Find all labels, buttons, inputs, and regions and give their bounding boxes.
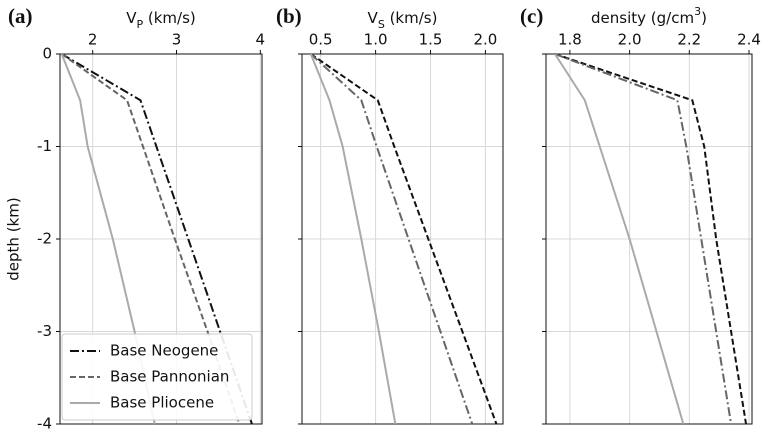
- profile-line: [554, 53, 748, 425]
- x-tick-label: 1.0: [364, 31, 388, 49]
- y-tick-label: -4: [37, 415, 52, 433]
- x-axis-label-part: (km/s): [143, 9, 196, 27]
- profile-line: [61, 53, 241, 425]
- x-axis-label: VP (km/s): [126, 9, 196, 31]
- y-tick-label: -1: [37, 137, 52, 155]
- x-axis-label: VS (km/s): [368, 9, 438, 31]
- panel: 1.8 2.0 2.2 2.4 density (g/cm3) (c): [520, 4, 761, 425]
- x-tick-label: 2.2: [677, 31, 701, 49]
- x-axis-label-part: V: [126, 9, 137, 27]
- x-tick-label: 2.4: [737, 31, 761, 49]
- panel-label: (a): [8, 4, 33, 28]
- profile-line: [554, 53, 685, 425]
- panel: 2 3 4 0 -1 -2 -3 -4 VP (km/s) depth (km) (a) Base N…: [5, 4, 266, 433]
- legend-label: Base Neogene: [110, 342, 218, 360]
- plot-frame: [301, 53, 504, 425]
- panel: 0.5 1.0 1.5 2.0 VS (km/s) (b): [276, 4, 504, 425]
- y-tick-label: -2: [37, 230, 52, 248]
- x-tick-label: 2.0: [473, 31, 497, 49]
- profile-line: [310, 53, 474, 425]
- plot-frame: [545, 53, 753, 425]
- x-axis-label-part: V: [368, 9, 379, 27]
- profile-line: [309, 53, 397, 425]
- legend-box: [61, 333, 253, 421]
- x-tick-label: 0.5: [309, 31, 333, 49]
- x-tick-label: 3: [172, 31, 182, 49]
- x-tick-label: 4: [256, 31, 266, 49]
- x-axis-label-part: (km/s): [385, 9, 438, 27]
- x-tick-label: 1.5: [419, 31, 443, 49]
- x-tick-label: 2.0: [618, 31, 642, 49]
- panel-label: (b): [276, 4, 302, 28]
- y-tick-label: -3: [37, 322, 52, 340]
- profile-line: [310, 53, 498, 425]
- x-axis-label-part: density (g/cm: [591, 9, 694, 27]
- y-tick-label: 0: [42, 45, 52, 63]
- x-axis-label-part: 3: [694, 5, 701, 18]
- x-axis-label-part: P: [136, 18, 143, 31]
- x-axis-label: density (g/cm3): [591, 5, 707, 27]
- x-axis-label-part: ): [701, 9, 707, 27]
- y-axis-label: depth (km): [5, 197, 23, 280]
- legend-label: Base Pannonian: [110, 368, 229, 386]
- legend-label: Base Pliocene: [110, 394, 214, 412]
- x-tick-label: 1.8: [558, 31, 582, 49]
- panel-label: (c): [520, 4, 543, 28]
- profile-line: [554, 53, 733, 425]
- x-tick-label: 2: [88, 31, 98, 49]
- x-axis-label-part: S: [378, 18, 385, 31]
- plot-frame: [59, 53, 263, 425]
